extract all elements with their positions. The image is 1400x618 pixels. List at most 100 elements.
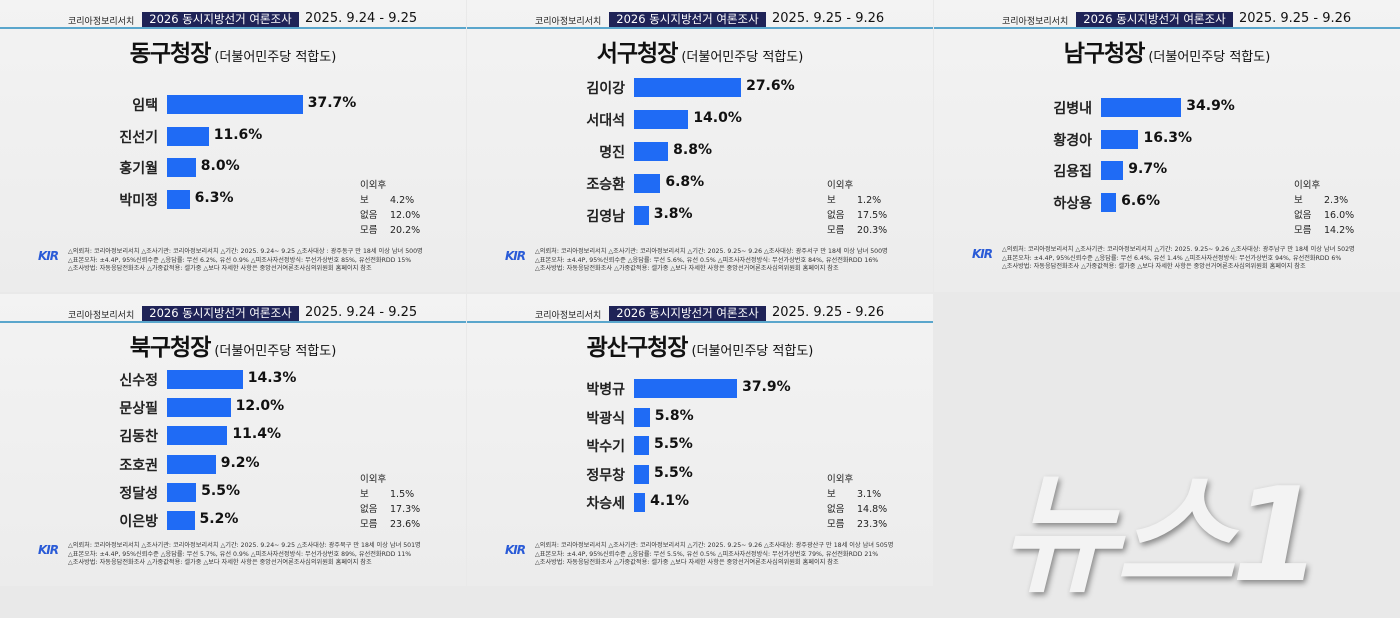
others-row: 이외후보 1.5% xyxy=(360,472,420,502)
header-divider xyxy=(467,321,933,323)
others-row: 이외후보 2.3% xyxy=(1294,178,1354,208)
others-value: 4.2% xyxy=(390,195,415,206)
candidate-name: 김병내 xyxy=(1053,101,1092,117)
footnote-line: △조사방법: 자동응답전화조사 △가중값적용: 셀가중 △보다 자세한 사항은 … xyxy=(68,265,372,272)
others-label: 없음 xyxy=(360,504,378,515)
chart-title: 동구청장 (더불어민주당 적합도) xyxy=(0,34,466,68)
others-legend: 이외후보 4.2% 없음 12.0% 모름 20.2% xyxy=(360,178,420,238)
kir-logo-icon: KIR xyxy=(505,249,526,263)
kir-logo-icon: KIR xyxy=(505,543,526,557)
footnote-line: △의뢰처: 코리아정보리서치 △조사기관: 코리아정보리서치 △기간: 2025… xyxy=(68,248,423,255)
bar xyxy=(634,407,650,427)
others-value: 23.3% xyxy=(857,519,888,530)
chart-title: 남구청장 (더불어민주당 적합도) xyxy=(934,34,1400,68)
others-value: 16.0% xyxy=(1324,210,1355,221)
header-divider xyxy=(0,27,466,29)
data-label: 8.8% xyxy=(673,142,712,158)
survey-title-badge: 2026 동시지방선거 여론조사 xyxy=(609,306,766,321)
survey-date: 2025. 9.25 - 9.26 xyxy=(772,305,885,320)
bar xyxy=(167,426,228,446)
survey-footnote: △의뢰처: 코리아정보리서치 △조사기관: 코리아정보리서치 △기간: 2025… xyxy=(68,248,463,274)
chart-title: 서구청장 (더불어민주당 적합도) xyxy=(467,34,933,68)
chart-title-main: 북구청장 xyxy=(129,335,212,361)
survey-date: 2025. 9.25 - 9.26 xyxy=(772,11,885,26)
others-label: 모름 xyxy=(360,225,378,236)
others-row: 모름 20.3% xyxy=(827,223,887,238)
panel-header: 코리아정보리서치 2026 동시지방선거 여론조사 2025. 9.25 - 9.2… xyxy=(467,304,933,323)
others-value: 12.0% xyxy=(390,210,421,221)
footnote-line: △의뢰처: 코리아정보리서치 △조사기관: 코리아정보리서치 △기간: 2025… xyxy=(1002,246,1355,253)
survey-date: 2025. 9.24 - 9.25 xyxy=(305,305,418,320)
others-value: 1.5% xyxy=(390,489,415,500)
candidate-name: 진선기 xyxy=(119,129,158,146)
data-label: 37.9% xyxy=(742,379,791,395)
candidate-name: 문상필 xyxy=(119,401,158,418)
data-label: 9.7% xyxy=(1128,161,1168,177)
bar xyxy=(634,379,738,398)
candidate-name: 박광식 xyxy=(586,410,625,427)
others-label: 없음 xyxy=(827,504,845,515)
data-label: 37.7% xyxy=(307,95,357,111)
candidate-name: 김동찬 xyxy=(119,429,158,446)
bar xyxy=(634,142,669,161)
others-value: 1.2% xyxy=(857,195,882,206)
chart-title: 북구청장 (더불어민주당 적합도) xyxy=(0,328,466,362)
survey-footnote: △의뢰처: 코리아정보리서치 △조사기관: 코리아정보리서치 △기간: 2025… xyxy=(68,542,463,568)
org-name: 코리아정보리서치 xyxy=(1002,17,1069,27)
chart-subtitle: (더불어민주당 적합도) xyxy=(1148,50,1271,65)
survey-footnote: △의뢰처: 코리아정보리서치 △조사기관: 코리아정보리서치 △기간: 2025… xyxy=(1002,246,1397,272)
kir-logo-icon: KIR xyxy=(38,249,59,263)
panel-header: 코리아정보리서치 2026 동시지방선거 여론조사 2025. 9.25 - 9.2… xyxy=(467,10,933,29)
survey-footnote: △의뢰처: 코리아정보리서치 △조사기관: 코리아정보리서치 △기간: 2025… xyxy=(535,248,930,274)
footnote-line: △의뢰처: 코리아정보리서치 △조사기관: 코리아정보리서치 △기간: 2025… xyxy=(68,542,421,549)
others-label: 모름 xyxy=(827,519,845,530)
others-row: 모름 23.3% xyxy=(827,517,887,532)
bar xyxy=(167,158,196,177)
chart-title-main: 남구청장 xyxy=(1063,41,1146,67)
candidate-name: 서대석 xyxy=(586,113,625,129)
data-label: 4.1% xyxy=(650,493,689,510)
bar xyxy=(634,174,661,193)
others-row: 이외후보 3.1% xyxy=(827,472,887,502)
footnote-line: △조사방법: 자동응답전화조사 △가중값적용: 셀가중 △보다 자세한 사항은 … xyxy=(535,559,839,566)
kir-logo-icon: KIR xyxy=(38,543,59,557)
candidate-name: 정무창 xyxy=(586,467,625,484)
survey-title-badge: 2026 동시지방선거 여론조사 xyxy=(142,12,299,27)
others-row: 없음 17.5% xyxy=(827,208,887,223)
footnote-line: △표본오차: ±4.4P, 95%신뢰수준 △응답률: 무선 5.7%, 유선 … xyxy=(68,550,412,558)
chart-panel: 코리아정보리서치 2026 동시지방선거 여론조사 2025. 9.24 - 9.2… xyxy=(0,0,466,292)
others-label: 이외후보 xyxy=(360,474,387,500)
data-label: 6.3% xyxy=(194,189,234,206)
panel-header: 코리아정보리서치 2026 동시지방선거 여론조사 2025. 9.24 - 9.2… xyxy=(0,304,466,323)
chart-panel: 코리아정보리서치 2026 동시지방선거 여론조사 2025. 9.25 - 9.2… xyxy=(934,0,1400,292)
data-label: 3.8% xyxy=(653,206,693,222)
candidate-name: 박병규 xyxy=(586,382,625,398)
bar xyxy=(1101,98,1182,117)
news1-watermark: 뉴스1 xyxy=(1000,459,1322,611)
bar xyxy=(1101,129,1139,149)
others-label: 이외후보 xyxy=(1294,180,1321,206)
bar xyxy=(634,493,646,513)
header-divider xyxy=(934,27,1400,29)
survey-footnote: △의뢰처: 코리아정보리서치 △조사기관: 코리아정보리서치 △기간: 2025… xyxy=(535,542,930,568)
bar xyxy=(634,78,742,97)
footnote-line: △조사방법: 자동응답전화조사 △가중값적용: 셀가중 △보다 자세한 사항은 … xyxy=(535,265,839,272)
others-value: 3.1% xyxy=(857,489,882,500)
others-legend: 이외후보 3.1% 없음 14.8% 모름 23.3% xyxy=(827,472,887,532)
others-value: 2.3% xyxy=(1324,195,1349,206)
others-legend: 이외후보 1.5% 없음 17.3% 모름 23.6% xyxy=(360,472,420,532)
org-name: 코리아정보리서치 xyxy=(68,17,135,27)
data-label: 5.8% xyxy=(654,407,694,424)
footnote-line: △의뢰처: 코리아정보리서치 △조사기관: 코리아정보리서치 △기간: 2025… xyxy=(535,248,888,255)
chart-subtitle: (더불어민주당 적합도) xyxy=(214,50,337,65)
others-value: 17.3% xyxy=(390,504,421,515)
header-divider xyxy=(0,321,466,323)
data-label: 6.6% xyxy=(1121,192,1160,209)
footnote-line: △표본오차: ±4.4P, 95%신뢰수준 △응답률: 무선 5.5%, 유선 … xyxy=(535,550,879,558)
candidate-name: 홍기월 xyxy=(119,161,158,177)
data-label: 6.8% xyxy=(665,174,705,190)
data-label: 16.3% xyxy=(1143,129,1193,146)
candidate-name: 박미정 xyxy=(119,192,158,209)
bar xyxy=(167,398,231,418)
others-label: 모름 xyxy=(827,225,845,236)
